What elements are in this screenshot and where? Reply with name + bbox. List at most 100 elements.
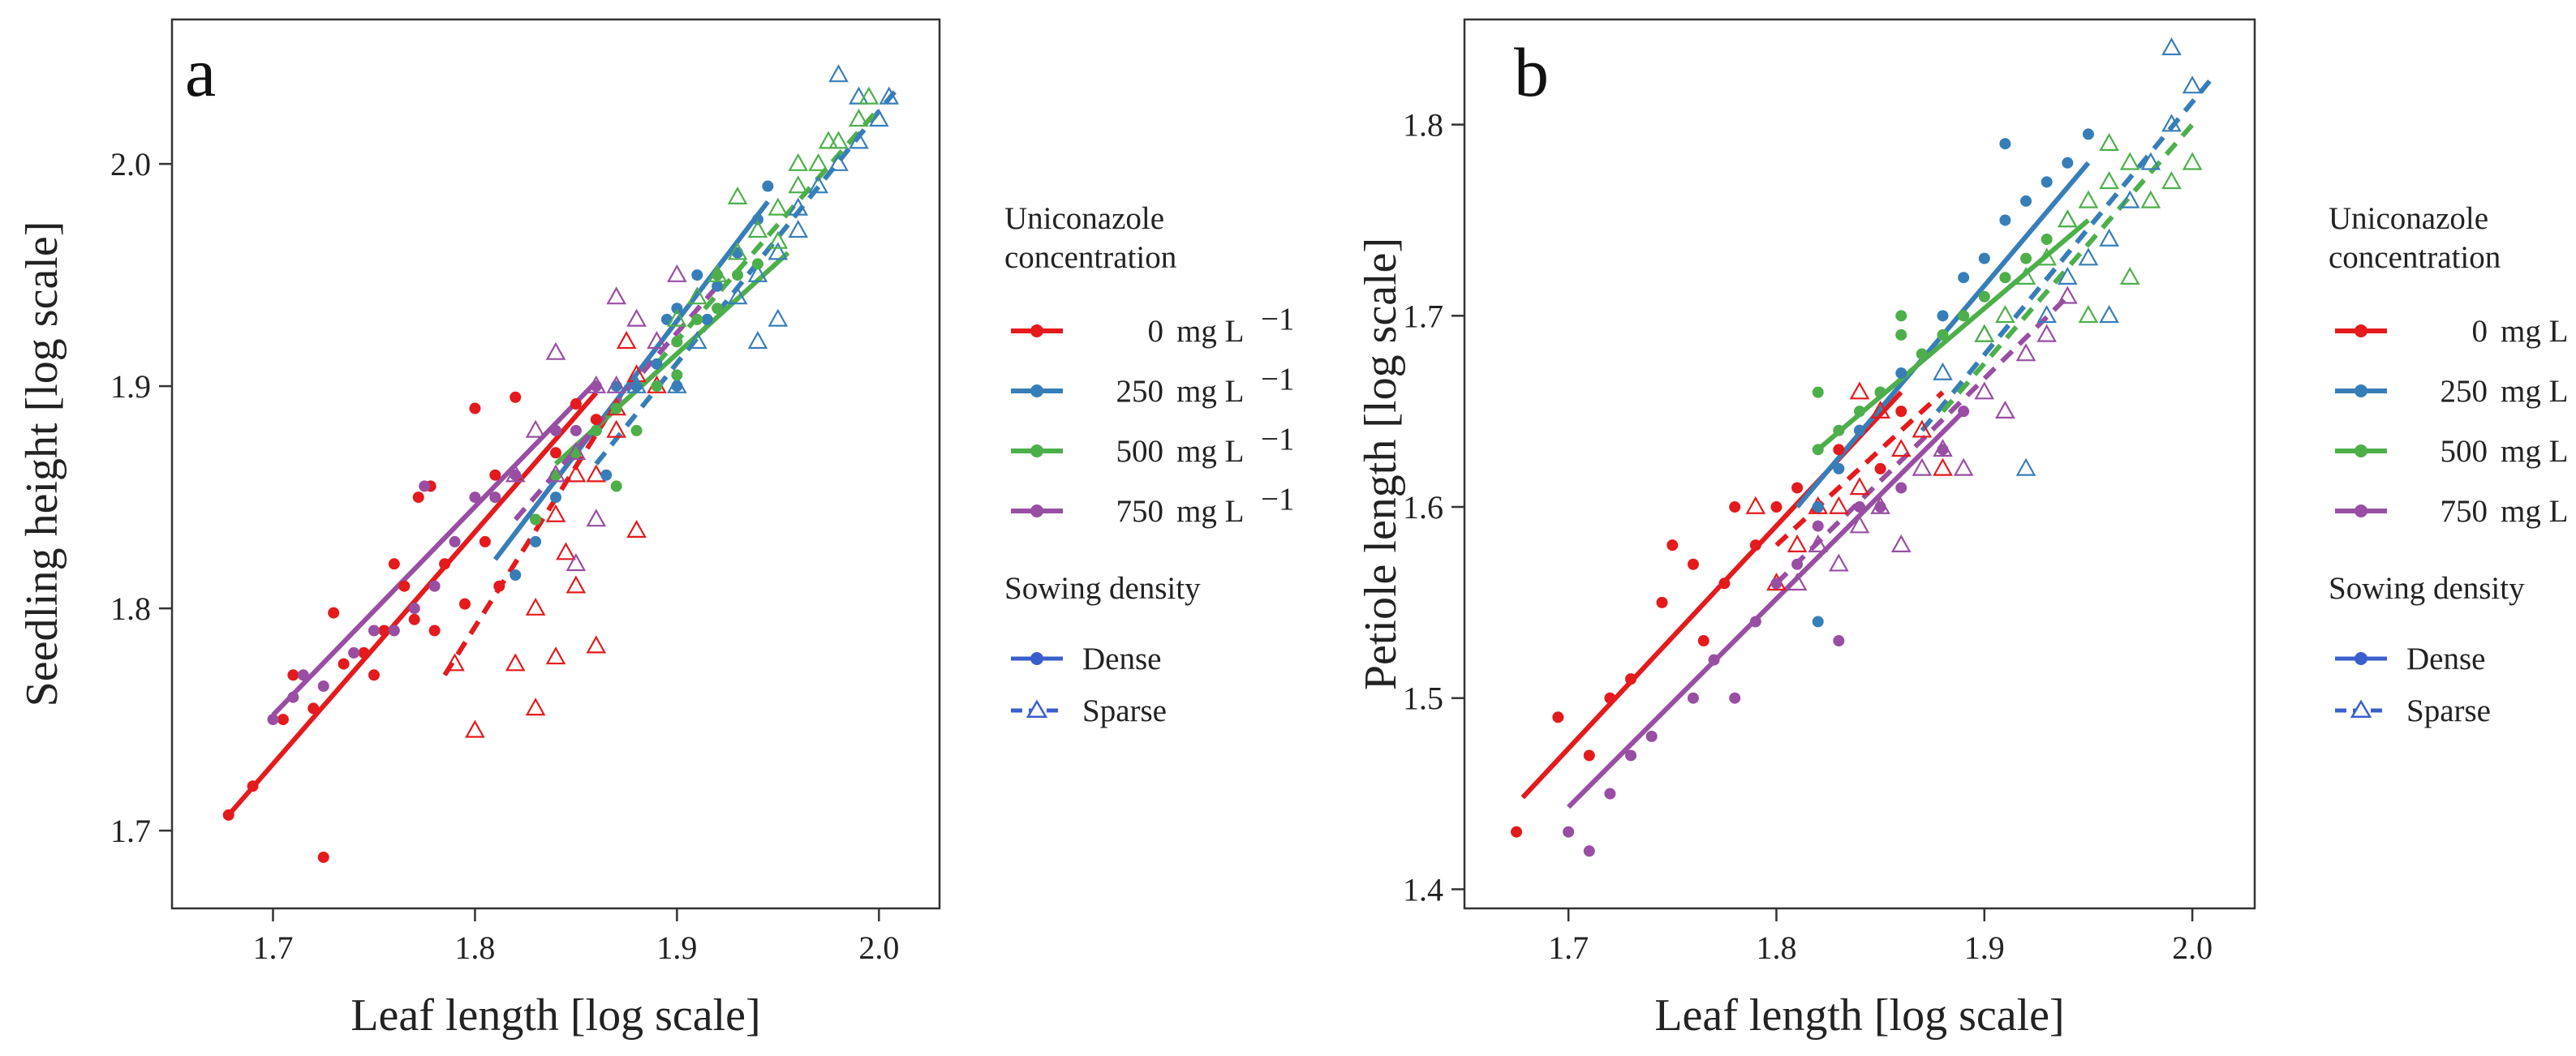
data-point bbox=[590, 414, 602, 426]
data-point bbox=[222, 809, 234, 821]
data-point bbox=[1833, 462, 1845, 474]
data-point bbox=[600, 469, 613, 481]
data-point bbox=[1718, 577, 1731, 590]
data-point bbox=[2078, 305, 2099, 324]
data-point bbox=[1770, 577, 1783, 590]
data-point bbox=[1812, 444, 1824, 456]
data-point bbox=[732, 269, 744, 281]
data-point bbox=[1958, 310, 1970, 322]
legend-concentration-title-line2: concentration bbox=[1004, 240, 1176, 275]
data-point bbox=[388, 558, 400, 570]
legend-swatch-dot bbox=[2355, 444, 2367, 457]
data-point bbox=[317, 851, 329, 863]
data-point bbox=[545, 646, 566, 665]
data-point bbox=[307, 702, 320, 715]
data-point bbox=[1729, 501, 1741, 513]
data-point bbox=[449, 535, 461, 547]
legend-density-label: Sparse bbox=[2406, 693, 2491, 728]
data-point bbox=[388, 625, 400, 637]
legend-label-unit: mg L bbox=[1176, 434, 1244, 469]
data-point bbox=[651, 380, 663, 393]
legend-density-dot bbox=[2355, 652, 2367, 665]
data-point bbox=[712, 303, 724, 315]
data-point bbox=[2099, 228, 2119, 247]
data-point bbox=[751, 213, 763, 225]
fit-line bbox=[1567, 410, 1966, 809]
data-point bbox=[2041, 234, 2053, 246]
data-point bbox=[1854, 501, 1865, 513]
data-point bbox=[1583, 845, 1595, 857]
data-point bbox=[408, 613, 420, 625]
data-point bbox=[1999, 272, 2011, 284]
fit-line bbox=[1774, 294, 2070, 586]
data-point bbox=[1787, 573, 1808, 591]
data-point bbox=[1625, 673, 1637, 685]
data-point bbox=[469, 402, 481, 414]
data-point bbox=[2119, 152, 2140, 170]
fit-line bbox=[1941, 122, 2195, 414]
data-point bbox=[586, 464, 607, 483]
data-point bbox=[1563, 826, 1575, 838]
data-point bbox=[368, 669, 380, 681]
data-point bbox=[671, 369, 683, 381]
data-point bbox=[1916, 348, 1928, 360]
data-point bbox=[667, 375, 687, 393]
data-point bbox=[1849, 381, 1870, 400]
data-point bbox=[2099, 132, 2119, 152]
data-point bbox=[566, 575, 587, 594]
data-point bbox=[1854, 424, 1865, 436]
fit-line bbox=[271, 380, 598, 717]
data-point bbox=[566, 464, 587, 483]
legend-label-unit: mg L bbox=[1176, 374, 1244, 409]
data-point bbox=[2082, 128, 2094, 140]
y-tick-label: 1.7 bbox=[110, 813, 151, 849]
data-point bbox=[701, 313, 713, 325]
data-point bbox=[747, 331, 768, 350]
data-point bbox=[2182, 75, 2203, 94]
data-point bbox=[727, 186, 748, 204]
fit-line bbox=[553, 251, 790, 466]
data-point bbox=[828, 152, 849, 171]
legend-label-number: 500 bbox=[1116, 434, 1164, 469]
data-point bbox=[445, 653, 465, 672]
data-point bbox=[566, 553, 587, 572]
fit-line bbox=[1774, 390, 1945, 547]
data-point bbox=[368, 625, 380, 637]
fit-line bbox=[442, 384, 629, 676]
data-point bbox=[428, 625, 441, 637]
data-point bbox=[2041, 176, 2053, 188]
data-point bbox=[1995, 305, 2015, 324]
x-tick-label: 2.0 bbox=[858, 929, 899, 966]
legend-label-unit: mg L bbox=[2501, 494, 2568, 529]
data-point bbox=[1974, 324, 1995, 342]
legend-label-number: 250 bbox=[2441, 374, 2488, 409]
data-point bbox=[1829, 496, 1849, 514]
fit-lines-a bbox=[226, 84, 901, 817]
data-point bbox=[465, 719, 485, 738]
panel-label-b: b bbox=[1514, 33, 1549, 111]
data-point bbox=[2036, 247, 2058, 266]
data-point bbox=[586, 635, 607, 654]
y-tick-label: 1.8 bbox=[1403, 107, 1443, 144]
data-point bbox=[1687, 692, 1699, 704]
data-point bbox=[1974, 381, 1995, 400]
data-point bbox=[1874, 386, 1886, 398]
data-point bbox=[545, 504, 566, 522]
legend-concentration-title-line1: Uniconazole bbox=[1004, 201, 1164, 236]
data-point bbox=[328, 607, 340, 619]
data-point bbox=[1890, 534, 1912, 552]
data-point bbox=[2015, 343, 2036, 362]
legend-label-unit: mg L bbox=[2501, 374, 2568, 409]
data-point bbox=[1749, 539, 1761, 552]
data-point bbox=[1829, 553, 1849, 572]
data-point bbox=[630, 424, 643, 436]
legend-swatch-dot bbox=[2355, 384, 2367, 397]
data-point bbox=[586, 509, 607, 527]
data-point bbox=[550, 447, 561, 459]
data-point bbox=[1958, 272, 1970, 284]
data-point bbox=[762, 180, 774, 192]
data-point bbox=[1895, 367, 1907, 380]
legend-swatch-dot bbox=[1030, 444, 1043, 457]
data-point bbox=[768, 230, 789, 249]
